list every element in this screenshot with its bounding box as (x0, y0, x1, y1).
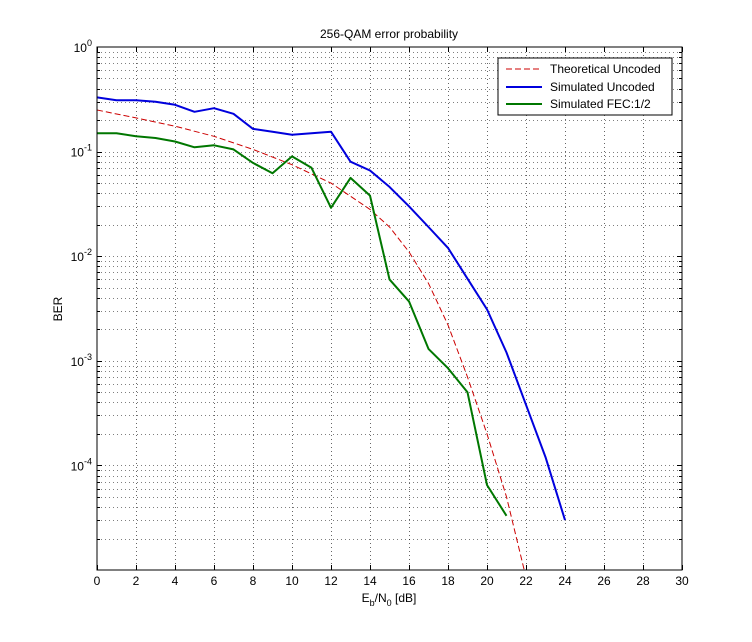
x-tick-label: 4 (172, 574, 179, 588)
x-tick-label: 26 (597, 574, 611, 588)
series-layer (97, 96, 566, 570)
legend: Theoretical Uncoded Simulated Uncoded Si… (497, 57, 673, 116)
x-tick-label: 2 (133, 574, 140, 588)
x-tick-label: 20 (480, 574, 494, 588)
x-tick-label: 10 (285, 574, 299, 588)
x-tick-label: 14 (363, 574, 377, 588)
x-tick-label: 22 (519, 574, 533, 588)
y-tick-label: 10-2 (71, 247, 92, 264)
grid (97, 47, 682, 570)
x-tick-label: 30 (675, 574, 689, 588)
legend-label-theoretical: Theoretical Uncoded (550, 62, 661, 76)
y-tick-label: 10-4 (71, 456, 92, 473)
x-tick-label: 12 (324, 574, 338, 588)
x-axis-label: Eb/N0 [dB] (362, 591, 417, 608)
legend-label-fec: Simulated FEC:1/2 (550, 97, 651, 111)
x-tick-label: 8 (250, 574, 257, 588)
x-tick-label: 24 (558, 574, 572, 588)
y-tick-label: 10-3 (71, 352, 92, 369)
x-tick-label: 0 (94, 574, 101, 588)
x-tick-label: 28 (636, 574, 650, 588)
x-tick-label: 18 (441, 574, 455, 588)
x-tick-label: 16 (402, 574, 416, 588)
legend-label-simulated-uncoded: Simulated Uncoded (550, 80, 655, 94)
plot-frame (96, 46, 683, 571)
ticks (97, 47, 683, 570)
y-axis-label: BER (51, 296, 65, 321)
y-tick-labels: 100 10-1 10-2 10-3 10-4 (71, 38, 92, 473)
x-tick-label: 6 (211, 574, 218, 588)
series-line-simulated-fec-1-2 (97, 132, 508, 517)
x-tick-labels: 0 2 4 6 8 10 12 14 16 18 20 22 24 26 28 30 (94, 574, 689, 588)
series-line-theoretical-uncoded (97, 109, 525, 570)
y-tick-label: 100 (74, 38, 92, 55)
plot-area (97, 47, 682, 570)
y-tick-label: 10-1 (71, 143, 92, 160)
chart-title: 256-QAM error probability (320, 27, 458, 41)
series-line-simulated-uncoded (97, 96, 566, 521)
